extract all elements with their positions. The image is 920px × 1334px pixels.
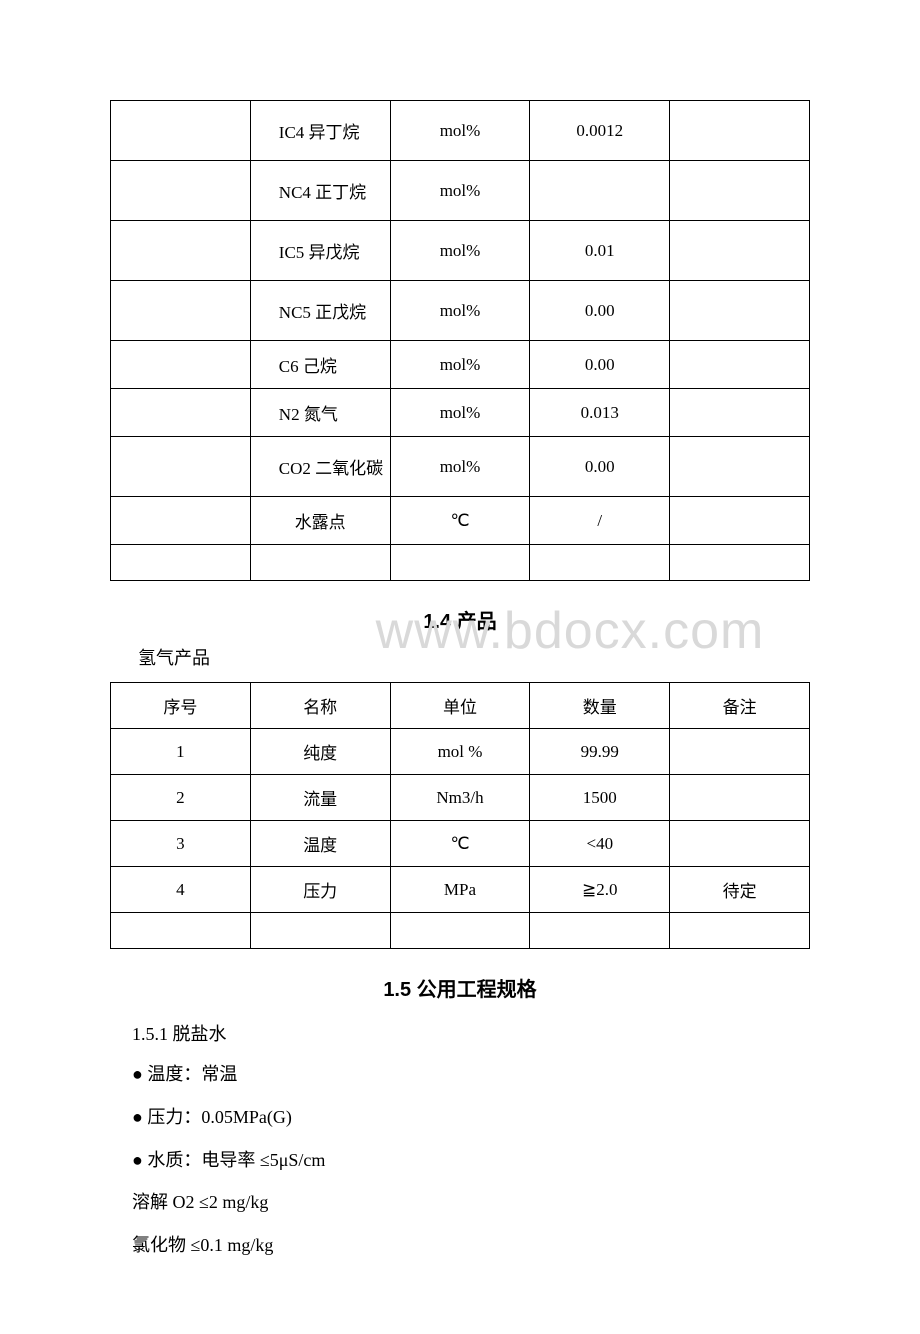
table2-cell: 流量	[250, 775, 390, 821]
table2-cell: 温度	[250, 821, 390, 867]
table2-cell: MPa	[390, 867, 530, 913]
table2-cell: 1500	[530, 775, 670, 821]
table1-cell	[530, 161, 670, 221]
table1-cell: CO2 二氧化碳	[250, 437, 390, 497]
table2-cell	[670, 775, 810, 821]
table1-cell: mol%	[390, 389, 530, 437]
table2-header-cell: 名称	[250, 683, 390, 729]
table2-header-cell: 备注	[670, 683, 810, 729]
table1-cell: 0.0012	[530, 101, 670, 161]
table2-cell	[670, 913, 810, 949]
table1-cell	[670, 497, 810, 545]
table1-cell	[670, 545, 810, 581]
table1-cell: NC5 正戊烷	[250, 281, 390, 341]
table2-header-cell: 序号	[111, 683, 251, 729]
spec-line: 溶解 O2 ≤2 mg/kg	[132, 1188, 810, 1217]
table1-cell	[111, 341, 251, 389]
table2-cell: 纯度	[250, 729, 390, 775]
table2-cell: 待定	[670, 867, 810, 913]
table1-cell: 0.00	[530, 281, 670, 341]
table2-cell: 4	[111, 867, 251, 913]
table1-cell: 0.00	[530, 437, 670, 497]
table1-cell: 0.01	[530, 221, 670, 281]
table1-cell: NC4 正丁烷	[250, 161, 390, 221]
table1-cell: IC4 异丁烷	[250, 101, 390, 161]
table1-cell	[670, 437, 810, 497]
table2-cell: 3	[111, 821, 251, 867]
table1-cell	[250, 545, 390, 581]
spec-bullet: 水质：电导率 ≤5μS/cm	[132, 1146, 810, 1175]
table2-cell: 2	[111, 775, 251, 821]
table2-cell: mol %	[390, 729, 530, 775]
table2-cell: <40	[530, 821, 670, 867]
table1-cell	[670, 341, 810, 389]
table2-cell: 压力	[250, 867, 390, 913]
spec-bullet: 压力：0.05MPa(G)	[132, 1103, 810, 1132]
table1-cell: mol%	[390, 341, 530, 389]
table1-cell: N2 氮气	[250, 389, 390, 437]
table1-cell	[670, 161, 810, 221]
table1-cell	[111, 101, 251, 161]
table1-cell	[111, 389, 251, 437]
table2-cell	[111, 913, 251, 949]
table1-cell: IC5 异戊烷	[250, 221, 390, 281]
table1-cell	[111, 161, 251, 221]
table1-cell	[530, 545, 670, 581]
table1-cell: mol%	[390, 221, 530, 281]
table1-cell: /	[530, 497, 670, 545]
composition-table: IC4 异丁烷mol%0.0012NC4 正丁烷mol%IC5 异戊烷mol%0…	[110, 100, 810, 581]
table1-cell: mol%	[390, 161, 530, 221]
hydrogen-product-label: 氢气产品	[138, 644, 810, 670]
table1-cell	[670, 389, 810, 437]
table1-cell	[670, 281, 810, 341]
table1-cell: mol%	[390, 437, 530, 497]
table2-cell: Nm3/h	[390, 775, 530, 821]
table2-cell: ≧2.0	[530, 867, 670, 913]
spec-bullet: 温度：常温	[132, 1060, 810, 1089]
table2-header-cell: 单位	[390, 683, 530, 729]
table2-cell: 1	[111, 729, 251, 775]
table1-cell: mol%	[390, 101, 530, 161]
table1-cell	[111, 545, 251, 581]
table1-cell: ℃	[390, 497, 530, 545]
section-1-5-1: 1.5.1 脱盐水	[132, 1020, 810, 1046]
table1-cell	[111, 281, 251, 341]
table1-cell: mol%	[390, 281, 530, 341]
table2-cell	[250, 913, 390, 949]
table1-cell	[111, 437, 251, 497]
table2-cell	[670, 729, 810, 775]
table2-cell: ℃	[390, 821, 530, 867]
table2-header-cell: 数量	[530, 683, 670, 729]
table1-cell: 0.013	[530, 389, 670, 437]
heading-1-4: 1.4 产品	[110, 605, 810, 634]
table1-cell: 0.00	[530, 341, 670, 389]
table1-cell: 水露点	[250, 497, 390, 545]
table1-cell	[670, 101, 810, 161]
table1-cell	[390, 545, 530, 581]
table2-cell	[670, 821, 810, 867]
table2-cell: 99.99	[530, 729, 670, 775]
heading-1-5: 1.5 公用工程规格	[110, 973, 810, 1002]
table1-cell	[111, 497, 251, 545]
table2-cell	[530, 913, 670, 949]
table1-cell	[670, 221, 810, 281]
spec-line: 氯化物 ≤0.1 mg/kg	[132, 1231, 810, 1260]
product-spec-table: 序号名称单位数量备注 1纯度mol %99.99 2流量Nm3/h1500 3温度℃<…	[110, 682, 810, 949]
table1-cell: C6 己烷	[250, 341, 390, 389]
table1-cell	[111, 221, 251, 281]
table2-cell	[390, 913, 530, 949]
